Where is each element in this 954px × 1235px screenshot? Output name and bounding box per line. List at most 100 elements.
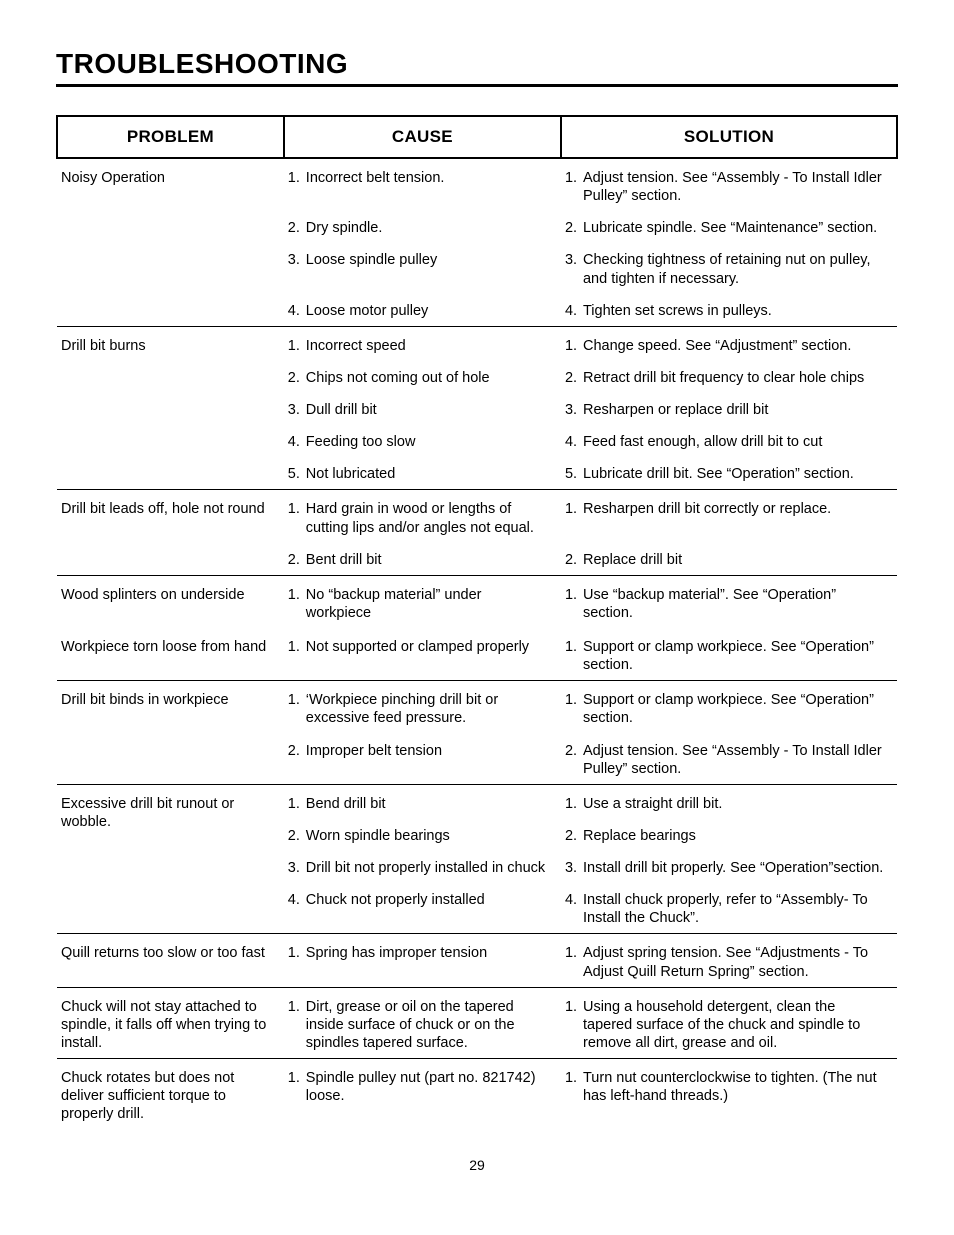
solution-text: Adjust tension. See “Assembly - To Insta… bbox=[583, 169, 885, 205]
list-number: 4. bbox=[565, 302, 583, 320]
problem-cell: Wood splinters on underside bbox=[57, 575, 284, 628]
solution-cell: 5.Lubricate drill bit. See “Operation” s… bbox=[561, 457, 897, 489]
cause-cell: 1.Dirt, grease or oil on the tapered ins… bbox=[284, 987, 561, 1058]
table-row: Chuck will not stay attached to spindle,… bbox=[57, 987, 897, 1058]
solution-text: Support or clamp workpiece. See “Operati… bbox=[583, 691, 885, 727]
list-number: 3. bbox=[288, 859, 306, 877]
section-title: TROUBLESHOOTING bbox=[56, 48, 898, 80]
list-number: 1. bbox=[288, 500, 306, 536]
table-row: Drill bit burns1.Incorrect speed1.Change… bbox=[57, 326, 897, 361]
table-row: Excessive drill bit runout or wobble.1.B… bbox=[57, 784, 897, 819]
problem-cell: Workpiece torn loose from hand bbox=[57, 628, 284, 680]
list-number: 4. bbox=[288, 891, 306, 909]
header-solution: SOLUTION bbox=[561, 116, 897, 158]
solution-text: Using a household detergent, clean the t… bbox=[583, 998, 885, 1052]
solution-text: Lubricate drill bit. See “Operation” sec… bbox=[583, 465, 885, 483]
cause-cell: 3.Loose spindle pulley bbox=[284, 243, 561, 293]
cause-text: Bend drill bit bbox=[306, 795, 549, 813]
list-number: 1. bbox=[288, 944, 306, 962]
list-number: 4. bbox=[288, 302, 306, 320]
list-number: 4. bbox=[288, 433, 306, 451]
solution-cell: 2.Retract drill bit frequency to clear h… bbox=[561, 361, 897, 393]
solution-cell: 1.Turn nut counterclockwise to tighten. … bbox=[561, 1059, 897, 1130]
problem-cell: Excessive drill bit runout or wobble. bbox=[57, 784, 284, 933]
list-number: 1. bbox=[288, 586, 306, 622]
list-number: 1. bbox=[565, 337, 583, 355]
cause-cell: 2.Improper belt tension bbox=[284, 734, 561, 784]
problem-cell: Drill bit burns bbox=[57, 326, 284, 489]
cause-cell: 2.Dry spindle. bbox=[284, 211, 561, 243]
cause-text: Not lubricated bbox=[306, 465, 549, 483]
list-number: 1. bbox=[288, 691, 306, 727]
cause-text: Loose motor pulley bbox=[306, 302, 549, 320]
cause-text: ‘Workpiece pinching drill bit or excessi… bbox=[306, 691, 549, 727]
cause-cell: 1.Incorrect speed bbox=[284, 326, 561, 361]
cause-text: Spindle pulley nut (part no. 821742) loo… bbox=[306, 1069, 549, 1105]
solution-cell: 1.Support or clamp workpiece. See “Opera… bbox=[561, 681, 897, 734]
cause-cell: 3.Drill bit not properly installed in ch… bbox=[284, 851, 561, 883]
problem-cell: Chuck will not stay attached to spindle,… bbox=[57, 987, 284, 1058]
solution-text: Resharpen drill bit correctly or replace… bbox=[583, 500, 885, 518]
list-number: 1. bbox=[288, 1069, 306, 1105]
solution-cell: 2.Replace drill bit bbox=[561, 543, 897, 575]
table-body: Noisy Operation1.Incorrect belt tension.… bbox=[57, 158, 897, 1129]
problem-cell: Drill bit leads off, hole not round bbox=[57, 490, 284, 575]
solution-text: Use “backup material”. See “Operation” s… bbox=[583, 586, 885, 622]
cause-text: Dull drill bit bbox=[306, 401, 549, 419]
list-number: 5. bbox=[288, 465, 306, 483]
cause-cell: 2.Chips not coming out of hole bbox=[284, 361, 561, 393]
cause-cell: 4.Feeding too slow bbox=[284, 425, 561, 457]
page-number: 29 bbox=[56, 1157, 898, 1173]
solution-cell: 1.Change speed. See “Adjustment” section… bbox=[561, 326, 897, 361]
cause-text: Incorrect belt tension. bbox=[306, 169, 549, 187]
cause-text: Bent drill bit bbox=[306, 551, 549, 569]
list-number: 1. bbox=[565, 586, 583, 622]
solution-text: Tighten set screws in pulleys. bbox=[583, 302, 885, 320]
solution-cell: 1.Support or clamp workpiece. See “Opera… bbox=[561, 628, 897, 680]
solution-text: Retract drill bit frequency to clear hol… bbox=[583, 369, 885, 387]
list-number: 3. bbox=[565, 251, 583, 287]
list-number: 2. bbox=[288, 219, 306, 237]
solution-cell: 4.Feed fast enough, allow drill bit to c… bbox=[561, 425, 897, 457]
solution-text: Resharpen or replace drill bit bbox=[583, 401, 885, 419]
solution-cell: 1.Adjust tension. See “Assembly - To Ins… bbox=[561, 158, 897, 211]
solution-text: Install chuck properly, refer to “Assemb… bbox=[583, 891, 885, 927]
cause-text: Hard grain in wood or lengths of cutting… bbox=[306, 500, 549, 536]
solution-text: Replace drill bit bbox=[583, 551, 885, 569]
list-number: 1. bbox=[565, 998, 583, 1052]
solution-text: Change speed. See “Adjustment” section. bbox=[583, 337, 885, 355]
solution-cell: 4.Install chuck properly, refer to “Asse… bbox=[561, 883, 897, 933]
header-problem: PROBLEM bbox=[57, 116, 284, 158]
list-number: 1. bbox=[565, 500, 583, 518]
solution-text: Feed fast enough, allow drill bit to cut bbox=[583, 433, 885, 451]
cause-text: Worn spindle bearings bbox=[306, 827, 549, 845]
list-number: 1. bbox=[565, 691, 583, 727]
cause-text: Chuck not properly installed bbox=[306, 891, 549, 909]
list-number: 5. bbox=[565, 465, 583, 483]
list-number: 2. bbox=[565, 369, 583, 387]
cause-text: Loose spindle pulley bbox=[306, 251, 549, 269]
problem-cell: Quill returns too slow or too fast bbox=[57, 934, 284, 987]
problem-cell: Drill bit binds in workpiece bbox=[57, 681, 284, 784]
cause-cell: 1.No “backup material” under workpiece bbox=[284, 575, 561, 628]
solution-text: Install drill bit properly. See “Operati… bbox=[583, 859, 885, 877]
header-cause: CAUSE bbox=[284, 116, 561, 158]
table-row: Quill returns too slow or too fast1.Spri… bbox=[57, 934, 897, 987]
list-number: 1. bbox=[288, 169, 306, 187]
list-number: 2. bbox=[288, 551, 306, 569]
list-number: 3. bbox=[288, 251, 306, 269]
cause-text: No “backup material” under workpiece bbox=[306, 586, 549, 622]
solution-cell: 1.Using a household detergent, clean the… bbox=[561, 987, 897, 1058]
list-number: 4. bbox=[565, 433, 583, 451]
list-number: 1. bbox=[565, 638, 583, 674]
cause-cell: 1.Incorrect belt tension. bbox=[284, 158, 561, 211]
cause-cell: 1.Bend drill bit bbox=[284, 784, 561, 819]
cause-cell: 1.‘Workpiece pinching drill bit or exces… bbox=[284, 681, 561, 734]
table-row: Chuck rotates but does not deliver suffi… bbox=[57, 1059, 897, 1130]
cause-text: Drill bit not properly installed in chuc… bbox=[306, 859, 549, 877]
list-number: 3. bbox=[565, 401, 583, 419]
solution-cell: 3.Checking tightness of retaining nut on… bbox=[561, 243, 897, 293]
cause-text: Chips not coming out of hole bbox=[306, 369, 549, 387]
troubleshooting-table: PROBLEM CAUSE SOLUTION Noisy Operation1.… bbox=[56, 115, 898, 1129]
list-number: 1. bbox=[565, 795, 583, 813]
